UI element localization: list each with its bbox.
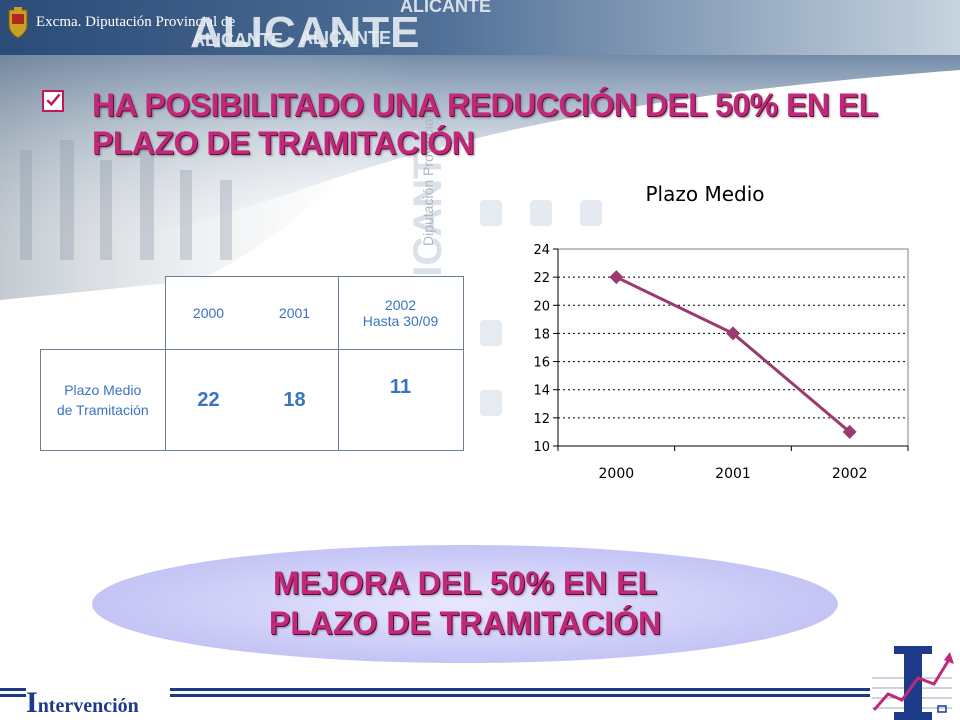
brand-watermark-small: ALICANTE [192,30,283,50]
y-tick-label: 24 [533,243,550,258]
table-cell-value: 18 [251,349,339,451]
row-label-line-1: Plazo Medio [64,382,142,398]
footer-lines [0,688,870,697]
headline-line-1: HA POSIBILITADO UNA REDUCCIÓN DEL 50% EN… [92,87,878,123]
conclusion-banner: MEJORA DEL 50% EN EL PLAZO DE TRAMITACIÓ… [92,545,838,663]
y-tick-label: 10 [533,440,550,455]
brand-watermark-top: ALICANTE [400,0,491,16]
y-tick-label: 14 [533,384,550,399]
data-point [609,270,624,285]
line-chart: Plazo Medio 10 12 14 16 18 20 22 24 2000 2001 2002 [533,182,909,482]
coat-of-arms-icon [8,7,28,39]
brand-watermark-mid: ALICANTE [300,28,391,48]
table-header-year: 2000 [164,276,252,350]
x-tick-label: 2002 [832,466,868,482]
row-label-line-2: de Tramitación [56,402,149,418]
chart-title: Plazo Medio [645,182,764,206]
y-tick-label: 22 [533,271,550,286]
y-tick-label: 12 [533,412,550,427]
headline-line-2: PLAZO DE TRAMITACIÓN [92,125,475,161]
conclusion-line-1: MEJORA DEL 50% EN EL [272,565,658,601]
x-tick-label: 2001 [715,466,751,482]
table-cell-value: 22 [164,349,252,451]
data-point [842,424,857,439]
conclusion-line-2: PLAZO DE TRAMITACIÓN [268,605,662,641]
checkbox-icon [42,90,64,112]
y-tick-label: 18 [533,327,550,342]
table-header-year: 2002 [384,297,417,313]
y-tick-label: 20 [533,299,550,314]
data-point [726,326,740,341]
table-header-year: 2001 [251,276,339,350]
brand-watermark: ALICANTE [190,8,421,57]
plot-area [557,248,909,447]
conclusion-text: MEJORA DEL 50% EN EL PLAZO DE TRAMITACIÓ… [92,563,838,643]
footer-label-cap: I [26,686,38,719]
table-year-note: Hasta 30/09 [362,313,439,329]
institution-name: Excma. Diputación Provincial de [36,14,236,30]
intervencion-logo-icon [872,646,954,720]
y-tick-label: 16 [533,356,550,371]
table-cell-value: 11 [337,349,464,451]
table-row-label: Plazo Medio de Tramitación [40,349,166,451]
table-row-values: Plazo Medio de Tramitación 22 18 11 [40,349,464,451]
table-header-year-note: 2002 Hasta 30/09 [337,276,464,350]
footer-label-rest: ntervención [37,695,139,717]
footer-label: Intervención [26,686,139,720]
data-table: 2000 2001 2002 Hasta 30/09 Plazo Medio d… [40,276,464,451]
table-corner [41,277,166,350]
headline-text: HA POSIBILITADO UNA REDUCCIÓN DEL 50% EN… [92,86,878,162]
x-tick-label: 2000 [599,466,635,482]
table-row-years: 2000 2001 2002 Hasta 30/09 [41,276,464,350]
